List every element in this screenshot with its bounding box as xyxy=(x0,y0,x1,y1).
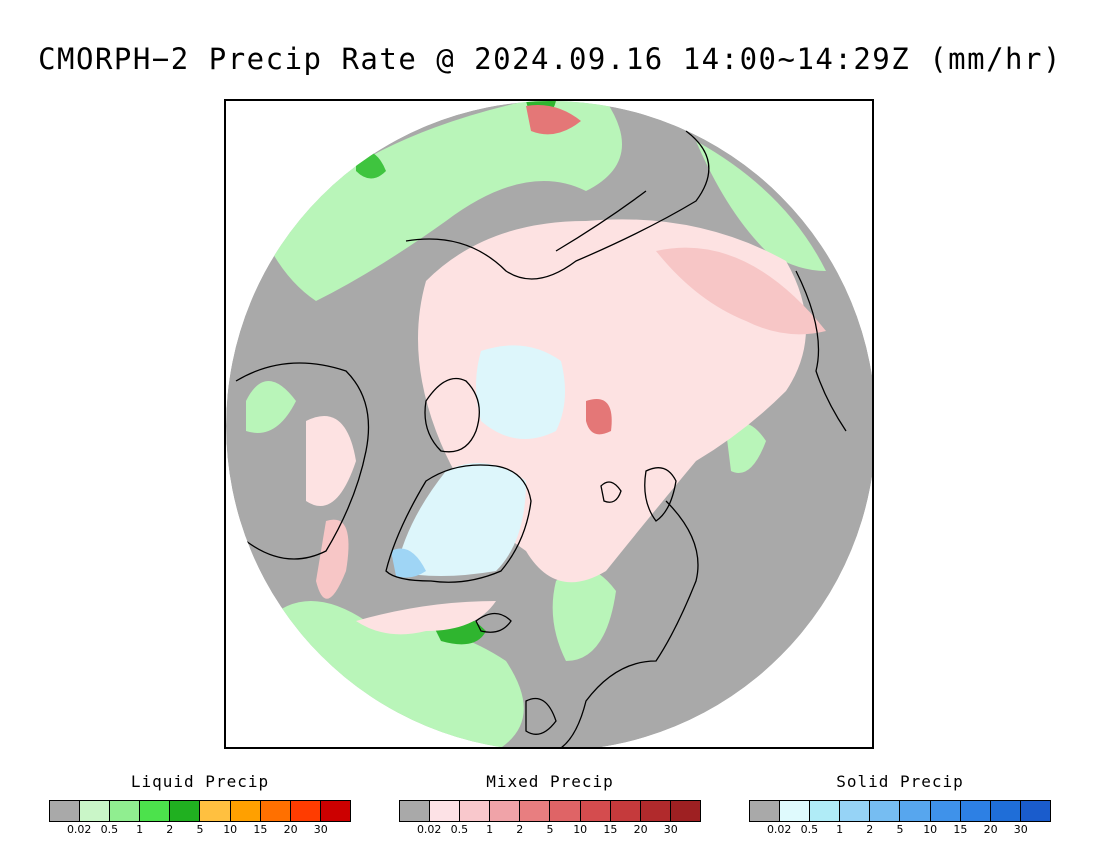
legend-tick-label: 1 xyxy=(136,823,144,836)
mixed-heavy-cell xyxy=(526,105,581,135)
legend-title: Liquid Precip xyxy=(130,772,270,791)
legend-colorbar xyxy=(399,800,701,822)
legend-swatch xyxy=(400,801,431,821)
liquid-precip-legend: Liquid Precip 0.02 0.5 1 2 5 10 15 20 30 xyxy=(49,772,351,837)
legend-swatch xyxy=(840,801,871,821)
legend-ticks: 0.02 0.5 1 2 5 10 15 20 30 xyxy=(399,823,701,837)
liquid-precip-region xyxy=(726,423,766,473)
mixed-precip-region xyxy=(306,416,356,506)
liquid-precip-region xyxy=(696,141,826,271)
mixed-precip-region xyxy=(656,247,826,335)
legend-tick-label: 5 xyxy=(896,823,904,836)
legend-tick-label: 2 xyxy=(516,823,524,836)
legend-swatch xyxy=(80,801,111,821)
solid-precip-legend: Solid Precip 0.02 0.5 1 2 5 10 15 20 30 xyxy=(749,772,1051,837)
legend-tick-label: 10 xyxy=(223,823,238,836)
legend-ticks: 0.02 0.5 1 2 5 10 15 20 30 xyxy=(49,823,351,837)
legend-swatch xyxy=(580,801,611,821)
legend-swatch xyxy=(780,801,811,821)
coastlines xyxy=(235,130,847,747)
legend-tick-label: 0.5 xyxy=(100,823,119,836)
legend-swatch xyxy=(960,801,991,821)
legend-tick-label: 15 xyxy=(603,823,618,836)
precip-map xyxy=(224,99,874,749)
mixed-heavy-cell xyxy=(586,399,612,435)
legend-swatch xyxy=(670,801,700,821)
legend-tick-label: 1 xyxy=(486,823,494,836)
legend-tick-label: 15 xyxy=(253,823,268,836)
legend-tick-label: 10 xyxy=(573,823,588,836)
legend-swatch xyxy=(810,801,841,821)
legend-swatch xyxy=(290,801,321,821)
solid-precip-region xyxy=(476,345,565,439)
legend-swatch xyxy=(320,801,350,821)
legend-swatch xyxy=(990,801,1021,821)
legend-swatch xyxy=(260,801,291,821)
legend-tick-label: 0.5 xyxy=(800,823,819,836)
mixed-precip-legend: Mixed Precip 0.02 0.5 1 2 5 10 15 20 30 xyxy=(399,772,701,837)
legend-tick-label: 15 xyxy=(953,823,968,836)
legend-swatch xyxy=(610,801,641,821)
legend-swatch xyxy=(200,801,231,821)
legend-tick-label: 5 xyxy=(546,823,554,836)
legend-title: Mixed Precip xyxy=(486,772,614,791)
legend-tick-label: 2 xyxy=(866,823,874,836)
legend-tick-label: 30 xyxy=(663,823,678,836)
legend-tick-label: 0.02 xyxy=(766,823,792,836)
mixed-precip-region xyxy=(316,519,349,599)
legend-swatch xyxy=(520,801,551,821)
legend-tick-label: 20 xyxy=(983,823,998,836)
legend-colorbar xyxy=(49,800,351,822)
liquid-precip-region xyxy=(266,101,622,301)
solid-precip-region xyxy=(396,463,526,576)
legend-tick-label: 0.02 xyxy=(66,823,92,836)
legend-tick-label: 30 xyxy=(313,823,328,836)
legend-tick-label: 5 xyxy=(196,823,204,836)
legend-swatch xyxy=(750,801,781,821)
legend-swatch xyxy=(460,801,491,821)
mixed-precip-region xyxy=(356,601,496,635)
legend-tick-label: 30 xyxy=(1013,823,1028,836)
legend-ticks: 0.02 0.5 1 2 5 10 15 20 30 xyxy=(749,823,1051,837)
legend-tick-label: 10 xyxy=(923,823,938,836)
legend-swatch xyxy=(640,801,671,821)
legend-swatch xyxy=(870,801,901,821)
legend-swatch xyxy=(490,801,521,821)
legend-tick-label: 20 xyxy=(283,823,298,836)
legend-tick-label: 20 xyxy=(633,823,648,836)
legend-swatch xyxy=(140,801,171,821)
legend-swatch xyxy=(170,801,201,821)
legend-swatch xyxy=(1020,801,1050,821)
liquid-precip-region xyxy=(552,568,616,661)
legend-swatch xyxy=(430,801,461,821)
liquid-precip-region xyxy=(246,381,296,433)
solid-precip-region xyxy=(391,548,426,578)
legend-tick-label: 2 xyxy=(166,823,174,836)
legend-swatch xyxy=(110,801,141,821)
legend-swatch xyxy=(930,801,961,821)
legend-colorbar xyxy=(749,800,1051,822)
legend-title: Solid Precip xyxy=(836,772,964,791)
legend-swatch xyxy=(900,801,931,821)
legend-swatch xyxy=(230,801,261,821)
chart-title: CMORPH−2 Precip Rate @ 2024.09.16 14:00~… xyxy=(38,42,1062,76)
legend-tick-label: 1 xyxy=(836,823,844,836)
polar-map-svg xyxy=(226,101,872,747)
legend-tick-label: 0.02 xyxy=(416,823,442,836)
legend-swatch xyxy=(550,801,581,821)
legend-tick-label: 0.5 xyxy=(450,823,469,836)
legend-swatch xyxy=(50,801,81,821)
